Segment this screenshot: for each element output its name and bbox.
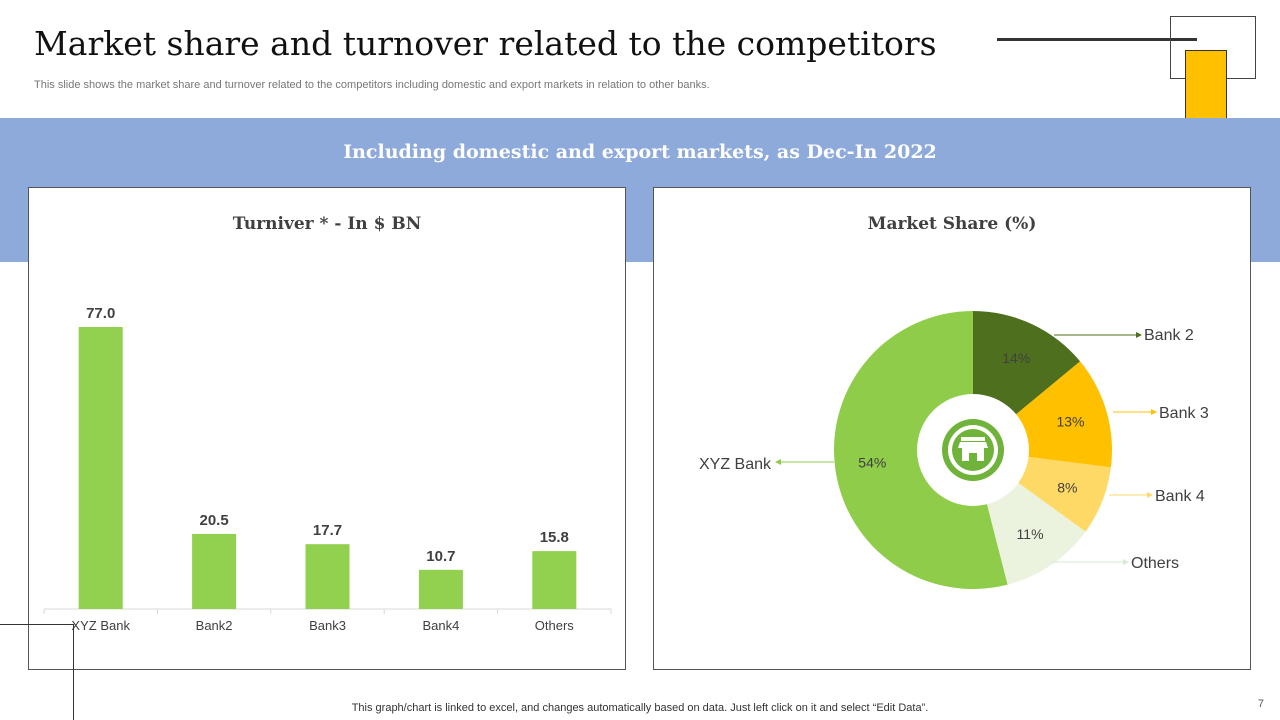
callout-arrow [1136, 332, 1142, 338]
pie-chart-title: Market Share (%) [867, 214, 1037, 234]
x-tick-label: Bank2 [196, 618, 233, 633]
pie-legend-label: Bank 4 [1155, 488, 1205, 505]
bar-data-label: 10.7 [426, 548, 455, 565]
bar-data-label: 20.5 [199, 512, 228, 529]
bar-data-label: 15.8 [540, 529, 569, 546]
bar-data-label: 77.0 [86, 305, 115, 322]
bar[interactable] [78, 327, 123, 609]
pie-legend-label: Bank 2 [1144, 327, 1194, 344]
decorative-corner-lines [0, 624, 74, 720]
callout-arrow [1147, 492, 1153, 498]
pie-legend-label: XYZ Bank [699, 456, 772, 473]
bar-data-label: 17.7 [313, 522, 342, 539]
x-tick-label: Bank3 [309, 618, 346, 633]
callout-arrow [775, 459, 781, 465]
bar[interactable] [418, 569, 463, 609]
page-number: 7 [1257, 698, 1264, 710]
bar[interactable] [305, 544, 350, 609]
decorative-line [997, 38, 1197, 41]
slide-title: Market share and turnover related to the… [34, 24, 937, 63]
pie-percent-label: 13% [1056, 414, 1084, 430]
pie-percent-label: 8% [1057, 479, 1077, 495]
bar-chart[interactable]: 77.0 XYZ Bank 20.5 Bank2 17.7 Bank3 10.7 Bank4 1… [29, 188, 625, 669]
callout-arrow [1151, 409, 1157, 415]
pie-chart[interactable]: 14% Bank 2 13% Bank 3 8% Bank 4 11% Others 54% XY… [654, 188, 1250, 669]
banner-text: Including domestic and export markets, a… [343, 141, 937, 163]
market-share-chart-panel[interactable]: Market Share (%) 14% Bank 2 13% Bank 3 8% Ban… [653, 187, 1251, 670]
pie-percent-label: 54% [858, 455, 886, 471]
pie-legend-label: Others [1131, 555, 1179, 572]
bar[interactable] [192, 533, 237, 609]
callout-arrow [1123, 559, 1129, 565]
store-icon [942, 419, 1004, 481]
x-tick-label: Bank4 [422, 618, 459, 633]
bar[interactable] [532, 551, 577, 609]
pie-percent-label: 11% [1017, 526, 1044, 542]
footnote: This graph/chart is linked to excel, and… [351, 702, 929, 714]
turnover-chart-panel[interactable]: Turniver * - In $ BN 77.0 XYZ Bank 20.5 Ban… [28, 187, 626, 670]
bar-chart-title: Turniver * - In $ BN [232, 214, 422, 234]
slide-subtitle: This slide shows the market share and tu… [34, 79, 710, 91]
x-tick-label: Others [535, 618, 575, 633]
pie-legend-label: Bank 3 [1159, 405, 1209, 422]
x-tick-label: XYZ Bank [71, 618, 130, 633]
pie-percent-label: 14% [1002, 350, 1030, 366]
